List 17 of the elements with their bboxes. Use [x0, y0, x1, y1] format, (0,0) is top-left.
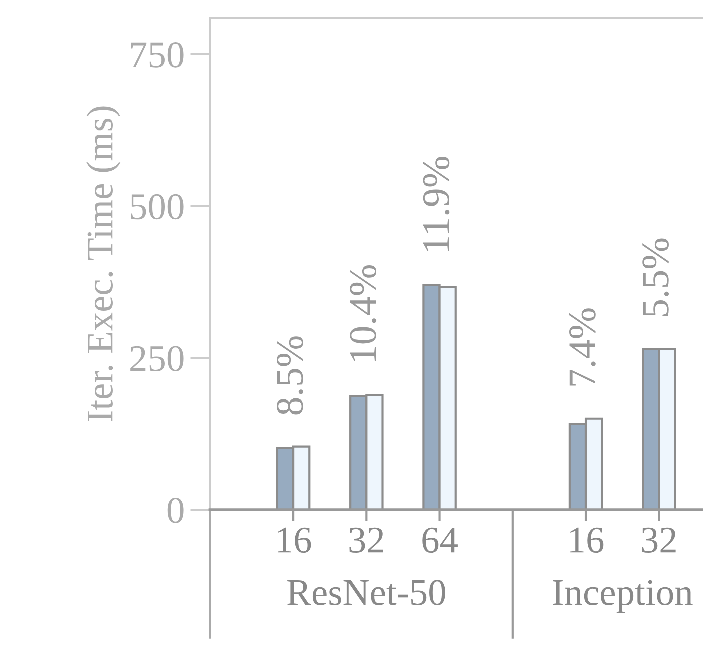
y-tick-label: 500	[131, 194, 184, 220]
x-tick-label: 64	[422, 528, 458, 554]
annotation: 5.5%	[642, 238, 670, 316]
x-tick-label: 32	[642, 528, 676, 554]
annotation: 7.4%	[570, 308, 596, 386]
annotation: 8.5%	[277, 336, 304, 415]
x-tick-label: 16	[278, 528, 312, 554]
y-axis-title: Iter. Exec. Time (ms)	[86, 106, 121, 422]
annotation: 11.9%	[423, 157, 450, 252]
y-tick-label: 750	[131, 42, 184, 68]
y-tick-label: 250	[130, 346, 184, 372]
annotation: 10.4%	[350, 266, 377, 362]
x-tick-label: 32	[350, 528, 384, 554]
text: ResNet-50	[288, 580, 446, 606]
text: Inception	[553, 580, 693, 614]
x-tick-label: 16	[570, 528, 604, 554]
y-tick-label: 0	[168, 498, 184, 524]
